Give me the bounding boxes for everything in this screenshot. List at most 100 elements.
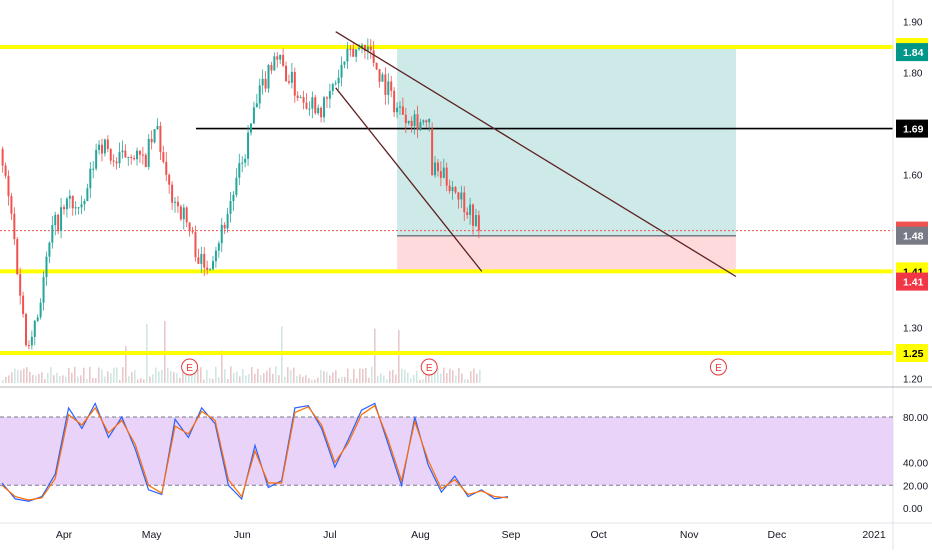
volume-bar bbox=[398, 330, 400, 383]
candle-body bbox=[404, 114, 407, 124]
time-axis-tick-May: May bbox=[142, 529, 163, 541]
volume-bar bbox=[83, 367, 85, 383]
candle-body bbox=[156, 125, 159, 130]
candle-body bbox=[384, 74, 387, 95]
price-tag-label: 1.41 bbox=[903, 277, 924, 289]
candle-body bbox=[352, 48, 355, 57]
candle-body bbox=[460, 192, 463, 200]
candle-body bbox=[100, 144, 103, 154]
earnings-marker-label: E bbox=[426, 363, 433, 374]
candle-body bbox=[229, 201, 232, 214]
candle-body bbox=[454, 187, 457, 193]
volume-bar bbox=[20, 370, 22, 383]
stoch-axis-tick: 0.00 bbox=[903, 504, 923, 515]
price-axis-tick: 1.20 bbox=[903, 375, 923, 386]
volume-bar bbox=[440, 373, 442, 383]
volume-bar bbox=[395, 374, 397, 383]
volume-bar bbox=[65, 376, 67, 383]
volume-bar bbox=[119, 379, 121, 383]
volume-bar bbox=[266, 370, 268, 383]
volume-bar bbox=[371, 366, 373, 383]
candle-body bbox=[264, 78, 267, 89]
candle-body bbox=[436, 162, 439, 172]
candle-body bbox=[466, 212, 469, 215]
price-tag-box bbox=[896, 43, 928, 62]
candle-body bbox=[98, 144, 101, 150]
volume-bar bbox=[212, 378, 214, 383]
volume-bar bbox=[152, 374, 154, 383]
candle-body bbox=[442, 167, 445, 178]
volume-bar bbox=[230, 366, 232, 383]
candle-body bbox=[282, 54, 285, 66]
time-axis-tick-2021: 2021 bbox=[862, 529, 886, 541]
volume-bar bbox=[368, 377, 370, 383]
volume-bar bbox=[464, 379, 466, 383]
candle-body bbox=[375, 62, 378, 70]
candle-body bbox=[419, 122, 422, 130]
candle-body bbox=[168, 174, 171, 185]
volume-bar bbox=[98, 367, 100, 383]
volume-bar bbox=[242, 369, 244, 383]
stochastic-pane bbox=[0, 401, 893, 502]
candle-body bbox=[410, 120, 413, 127]
candle-body bbox=[378, 69, 381, 82]
candle-body bbox=[162, 152, 165, 162]
candle-body bbox=[138, 150, 141, 155]
candle-body bbox=[220, 224, 223, 244]
earnings-marker-2 bbox=[420, 358, 438, 376]
candle-body bbox=[439, 171, 442, 178]
candle-body bbox=[287, 81, 290, 83]
candle-body bbox=[4, 165, 7, 176]
candle-body bbox=[407, 120, 410, 124]
candle-body bbox=[387, 81, 390, 95]
candle-body bbox=[369, 46, 372, 51]
volume-bar bbox=[401, 368, 403, 383]
candle-body bbox=[396, 107, 399, 113]
volume-bar bbox=[206, 369, 208, 383]
candle-body bbox=[267, 65, 270, 89]
candle-body bbox=[174, 201, 177, 203]
volume-bar bbox=[56, 372, 58, 383]
stoch-axis-tick: 40.00 bbox=[903, 459, 928, 470]
trendline-1 bbox=[335, 31, 737, 278]
volume-bar bbox=[179, 377, 181, 383]
candle-body bbox=[474, 215, 477, 226]
volume-bar bbox=[452, 370, 454, 383]
candle-body bbox=[431, 128, 434, 176]
candle-body bbox=[171, 184, 174, 203]
candles bbox=[1, 38, 480, 350]
candle-body bbox=[463, 192, 466, 213]
volume-bar bbox=[38, 374, 40, 383]
candle-body bbox=[36, 317, 39, 321]
candle-body bbox=[217, 243, 220, 251]
candle-body bbox=[428, 118, 431, 123]
price-axis-tick: 1.80 bbox=[903, 69, 923, 80]
candle-body bbox=[136, 150, 139, 160]
candle-body bbox=[86, 188, 89, 202]
time-axis-tick-Sep: Sep bbox=[502, 529, 521, 541]
volume-bar bbox=[200, 367, 202, 383]
volume-bar bbox=[353, 368, 355, 383]
candle-body bbox=[130, 156, 133, 158]
candle-body bbox=[381, 74, 384, 82]
volume-bar bbox=[71, 372, 73, 383]
candle-body bbox=[1, 149, 4, 166]
candle-body bbox=[115, 161, 118, 164]
volume-bar bbox=[434, 369, 436, 383]
volume-bar bbox=[173, 372, 175, 383]
candle-body bbox=[112, 160, 115, 162]
candle-body bbox=[334, 83, 337, 85]
candle-body bbox=[293, 71, 296, 96]
volume-bar bbox=[59, 376, 61, 383]
candle-body bbox=[325, 97, 328, 99]
candle-body bbox=[197, 257, 200, 264]
candle-body bbox=[434, 162, 437, 176]
volume-bar bbox=[140, 378, 142, 383]
volume-bar bbox=[254, 373, 256, 383]
candle-body bbox=[255, 103, 258, 108]
candle-body bbox=[153, 129, 156, 143]
volume-bar bbox=[470, 371, 472, 383]
candle-body bbox=[299, 97, 302, 99]
volume-bar bbox=[413, 375, 415, 383]
candle-body bbox=[358, 47, 361, 50]
